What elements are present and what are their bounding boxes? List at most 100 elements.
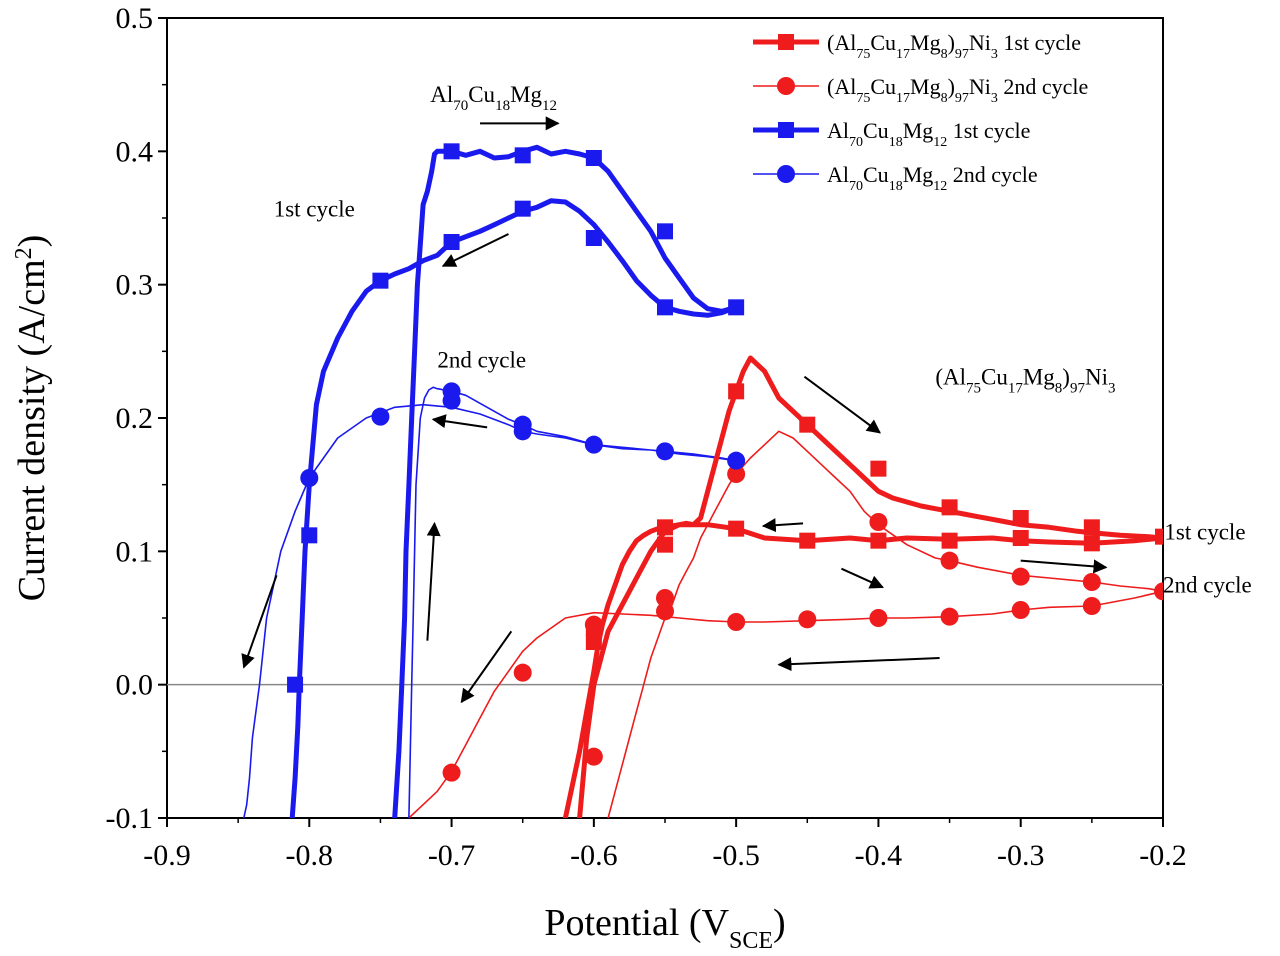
x-tick-label: -0.6 [570,839,618,872]
data-point-square [941,532,958,549]
data-point-square [1012,530,1029,546]
y-tick-label: 0.3 [116,269,154,302]
arrow-blue-2nd-return [431,414,488,429]
data-point-square [287,676,304,693]
data-point-square [1083,535,1100,552]
data-point-square [941,499,958,516]
data-point-circle [513,422,532,441]
data-point-circle [1154,582,1163,601]
data-point-circle [656,589,674,607]
y-tick-label: -0.1 [106,802,154,835]
data-point-square [1155,528,1163,545]
y-tick-label: 0.2 [116,402,154,435]
data-point-square [657,299,673,316]
legend-entry: (Al75Cu17Mg8)97Ni3 1st cycle [753,30,1081,62]
data-point-square [728,383,745,400]
legend-marker-circle [777,77,795,95]
data-point-circle [442,763,461,782]
x-tick-label: -0.4 [855,839,903,872]
data-point-circle [371,407,390,426]
data-point-square [514,147,531,164]
x-axis-title: Potential (VSCE) [544,902,785,954]
label-blue-2nd-cycle: 2nd cycle [437,347,526,372]
legend-entry: Al70Cu18Mg12 2nd cycle [753,162,1038,194]
y-tick-label: 0.1 [116,535,154,568]
arrow-red-return-left [777,657,940,672]
data-point-square [728,299,745,316]
data-point-circle [513,663,532,682]
data-point-circle [1011,601,1030,619]
legend-marker-square [778,122,794,138]
data-point-square [372,272,389,289]
arrow-red-2nd-right [841,567,884,589]
series-1 [408,430,1163,818]
label-red-1st-cycle: 1st cycle [1164,519,1245,544]
legend-marker-square [778,34,794,50]
legend-label: Al70Cu18Mg12 1st cycle [827,118,1030,150]
legend: (Al75Cu17Mg8)97Ni3 1st cycle (Al75Cu17Mg8… [753,30,1088,194]
data-point-square [1083,519,1100,536]
data-point-circle [584,747,603,766]
series-2 [287,143,745,818]
series-line [408,430,1163,818]
arrow-blue-down [241,574,278,669]
arrow-blue-1st-return [441,233,509,267]
arrow-red-far-right [1020,559,1108,574]
data-point-square [1012,510,1029,526]
data-point-square [514,200,531,217]
series-line [562,355,1163,818]
data-point-square [585,620,602,637]
data-point-circle [727,451,746,470]
data-point-square [870,532,887,549]
label-blue-alloy: Al70Cu18Mg12 [430,82,557,114]
data-point-circle [1082,597,1101,615]
arrow-red-down-left [460,630,513,704]
legend-entry: Al70Cu18Mg12 1st cycle [753,118,1030,150]
data-point-square [585,230,602,246]
data-point-square [728,520,745,537]
data-point-circle [940,551,959,570]
data-point-square [585,150,602,166]
data-point-circle [727,613,746,631]
annotation-layer: Al70Cu18Mg12 1st cycle 2nd cycle (Al75Cu17M… [274,82,1252,598]
data-point-square [657,223,673,240]
data-point-square [799,532,816,549]
data-point-circle [656,442,674,461]
legend-label: Al70Cu18Mg12 2nd cycle [827,162,1038,194]
x-tick-label: -0.9 [143,839,191,872]
x-tick-label: -0.7 [428,839,476,872]
x-tick-label: -0.2 [1139,839,1187,872]
data-point-circle [1011,567,1030,586]
data-point-square [799,416,816,433]
data-point-square [301,527,318,544]
y-tick-label: 0.0 [116,669,154,702]
arrow-blue-up [426,521,441,641]
data-point-circle [1082,573,1101,591]
data-point-square [870,460,887,477]
data-point-square [657,519,673,536]
arrow-layer [241,116,1108,704]
x-tick-label: -0.8 [286,839,334,872]
data-point-circle [869,609,888,627]
legend-marker-circle [777,165,795,183]
y-axis-title: Current density (A/cm2) [11,235,53,602]
x-tick-label: -0.5 [712,839,760,872]
data-point-circle [798,610,817,629]
label-red-alloy: (Al75Cu17Mg8)97Ni3 [935,365,1115,397]
legend-entry: (Al75Cu17Mg8)97Ni3 2nd cycle [753,74,1088,106]
label-blue-1st-cycle: 1st cycle [274,197,355,222]
ticks-layer: -0.9 -0.8 -0.7 -0.6 -0.5 -0.4 -0.3 -0.2 -0.1 0.0 0… [106,2,1187,872]
series-0 [562,355,1163,818]
data-point-circle [869,513,888,531]
y-tick-label: 0.4 [116,135,154,168]
label-red-2nd-cycle: 2nd cycle [1163,573,1252,598]
data-point-square [657,536,673,553]
data-point-circle [442,391,461,410]
data-point-square [443,143,460,160]
series-layer [243,143,1163,818]
data-point-circle [727,465,746,483]
legend-label: (Al75Cu17Mg8)97Ni3 2nd cycle [827,74,1088,106]
y-tick-label: 0.5 [116,2,154,35]
arrow-red-1st-left [761,518,804,533]
